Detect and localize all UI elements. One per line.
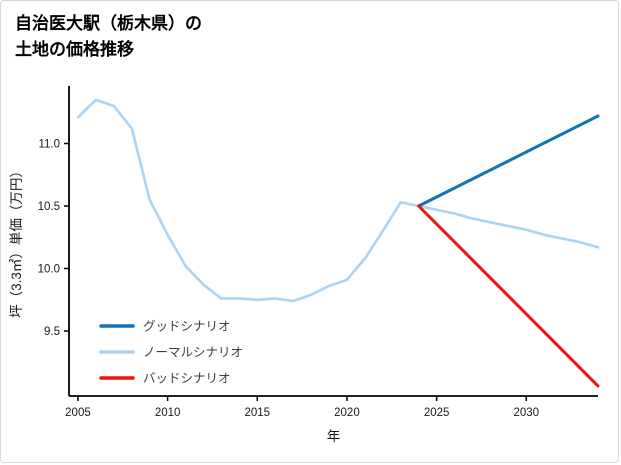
- price-trend-chart: 2005 2010 2015 2020 2025 2030 9.5 10.0 10.5 11.0 年…: [9, 86, 600, 444]
- legend-label-normal: ノーマルシナリオ: [143, 346, 243, 360]
- x-tick-label: 2005: [65, 407, 91, 419]
- y-tick-label: 11.0: [38, 139, 60, 151]
- x-tick-label: 2015: [244, 407, 270, 419]
- chart-title: 自治医大駅（栃木県）の 土地の価格推移: [15, 11, 202, 64]
- legend-label-bad: バッドシナリオ: [143, 372, 231, 386]
- chart-title-line1: 自治医大駅（栃木県）の: [15, 14, 202, 33]
- y-tick-label: 10.0: [38, 264, 60, 276]
- series-line-bad: [417, 204, 600, 388]
- y-axis-label: 坪（3.3㎡）単価（万円）: [9, 164, 24, 318]
- y-tick-label: 9.5: [44, 326, 60, 338]
- x-tick-label: 2025: [424, 407, 450, 419]
- x-axis-label: 年: [327, 429, 341, 444]
- legend-label-good: グッドシナリオ: [143, 320, 231, 334]
- y-tick-label: 10.5: [38, 201, 60, 213]
- series-line-good: [417, 114, 600, 208]
- x-tick-label: 2020: [334, 407, 360, 419]
- series-line-normal: [76, 98, 600, 303]
- x-tick-label: 2030: [513, 407, 539, 419]
- chart-title-line2: 土地の価格推移: [15, 40, 134, 60]
- x-tick-label: 2010: [155, 407, 181, 419]
